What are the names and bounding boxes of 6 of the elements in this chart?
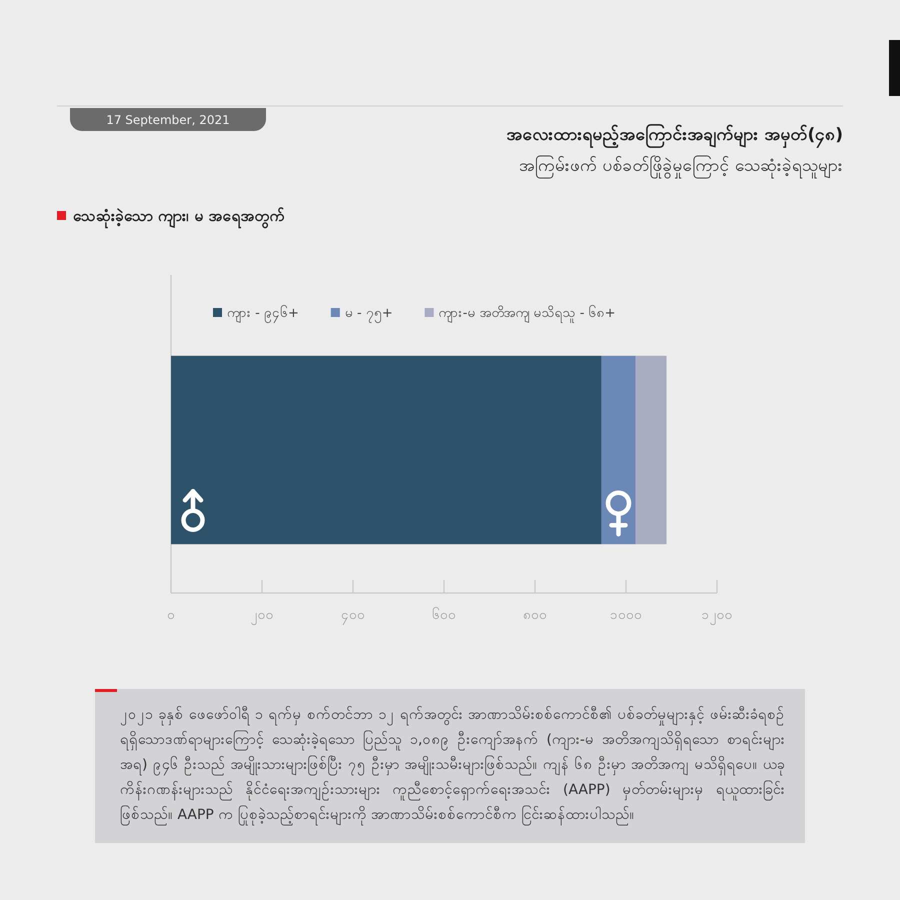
legend-label: ကျား-မ အတိအကျ မသိရသူ - ၆၈+ (438, 305, 616, 323)
subtitle: အကြမ်းဖက် ပစ်ခတ်ဖြိုခွဲမှုကြောင့် သေဆုံးခဲ့ရသူများ (519, 156, 843, 176)
annotation: 17 September, 2021 (106, 113, 230, 127)
legend-label: မ - ၇၅+ (344, 306, 393, 323)
legend-label: ကျား - ၉၄၆+ (227, 305, 299, 323)
annotation: ၂၀၂၁ ခုနှစ် ဖေဖော်ဝါရီ ၁ ရက်မှ စက်တင်ဘာ ၁၂ ရက်အတွင်း အာဏာသိမ်းစစ်ကောင်စီ၏ ပစ်ခတ်မှုများနှင့် ဖမ်းဆီးခံရစဉ် ရရှိသောဒဏ်ရာများကြောင့် သေဆုံးခဲ့ရသော ပြည်သူ ၁,၀၈၉ ဦးကျော်အနက် (ကျား-မ အတိအကျသိရှိရသော စာရင်းများအရ) ၉၄၆ ဦးသည် အမျိုးသားများဖြစ်ပြီး ၇၅ ဦးမှာ အမျိုးသမီးများဖြစ်သည်။ ကျန် ၆၈ ဦးမှာ အတိအကျ မသိရှိရပေ။ ယခုကိန်းဂဏန်းများသည် နိုင်ငံရေးအကျဉ်းသားများ ကူညီစောင့်ရှောက်ရေးအသင်း (AAPP) မှတ်တမ်းများမှ ရယူထားခြင်းဖြစ်သည်။ AAPP က ပြုစုခဲ့သည့်စာရင်းများကို အာဏာသိမ်းစစ်ကောင်စီက ငြင်းဆန်ထားပါသည်။ (120, 703, 785, 828)
